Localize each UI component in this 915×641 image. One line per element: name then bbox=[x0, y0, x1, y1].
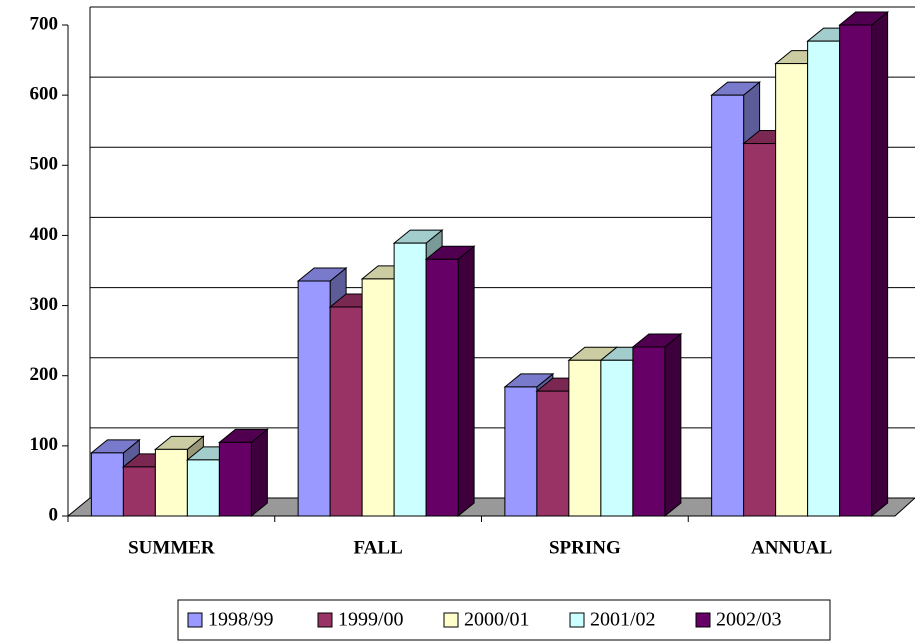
y-tick-label: 300 bbox=[30, 294, 59, 315]
bar-front bbox=[297, 280, 331, 517]
bar-top-shade bbox=[394, 230, 443, 244]
bar-front bbox=[154, 448, 188, 517]
bar bbox=[631, 332, 683, 518]
bar-front bbox=[775, 63, 809, 517]
bar bbox=[838, 10, 890, 518]
bar-front bbox=[329, 306, 363, 517]
x-tick-label: ANNUAL bbox=[751, 537, 832, 558]
bar-top-shade bbox=[91, 439, 140, 453]
y-tick-label: 600 bbox=[30, 84, 59, 105]
bar-front bbox=[839, 24, 873, 517]
bar-front bbox=[600, 359, 634, 517]
legend-swatch bbox=[569, 612, 585, 628]
bar-front bbox=[711, 94, 745, 517]
bar bbox=[424, 245, 476, 518]
bar-top-shade bbox=[155, 436, 204, 450]
bar-front bbox=[186, 459, 220, 517]
bar-front bbox=[568, 359, 602, 517]
legend-swatch bbox=[317, 612, 333, 628]
bar-front bbox=[122, 466, 156, 517]
bar-front bbox=[425, 258, 459, 517]
bar-top-shade bbox=[219, 429, 268, 443]
legend-label: 2002/03 bbox=[716, 609, 782, 631]
bar-top-shade bbox=[298, 268, 347, 282]
bar-side-shade bbox=[251, 429, 268, 516]
bar bbox=[217, 428, 269, 518]
bar-top-shade bbox=[711, 82, 760, 96]
x-tick-label: FALL bbox=[353, 537, 402, 558]
x-tick-label: SUMMER bbox=[128, 537, 215, 558]
bar-front bbox=[218, 441, 252, 517]
legend-label: 1999/00 bbox=[338, 609, 404, 631]
bar-front bbox=[743, 143, 777, 517]
y-tick-label: 100 bbox=[30, 434, 59, 455]
bar-side-shade bbox=[871, 12, 888, 516]
bar-top-shade bbox=[426, 246, 475, 260]
y-tick-label: 400 bbox=[30, 224, 59, 245]
y-tick-label: 700 bbox=[30, 13, 59, 34]
legend-label: 2001/02 bbox=[590, 609, 656, 631]
y-tick-label: 0 bbox=[49, 504, 59, 525]
bar-front bbox=[807, 40, 841, 517]
y-tick-label: 500 bbox=[30, 154, 59, 175]
bar-top-shade bbox=[839, 12, 888, 25]
legend-swatch bbox=[695, 612, 711, 628]
legend-label: 1998/99 bbox=[208, 609, 274, 631]
legend-swatch bbox=[443, 612, 459, 628]
bar-front bbox=[632, 346, 666, 517]
bar-side-shade bbox=[664, 333, 681, 516]
y-tick-label: 200 bbox=[30, 364, 59, 385]
bar-front bbox=[361, 278, 395, 517]
bar-top-shade bbox=[504, 373, 553, 387]
bar-front bbox=[536, 390, 570, 517]
bar-front bbox=[393, 242, 427, 517]
legend-label: 2000/01 bbox=[464, 609, 530, 631]
bar-side-shade bbox=[458, 246, 475, 516]
bar-top-shade bbox=[632, 333, 681, 347]
bar-front bbox=[90, 452, 124, 517]
legend-swatch bbox=[187, 612, 203, 628]
x-tick-label: SPRING bbox=[549, 537, 621, 558]
legend-box bbox=[177, 599, 831, 641]
bar-front bbox=[504, 386, 538, 517]
